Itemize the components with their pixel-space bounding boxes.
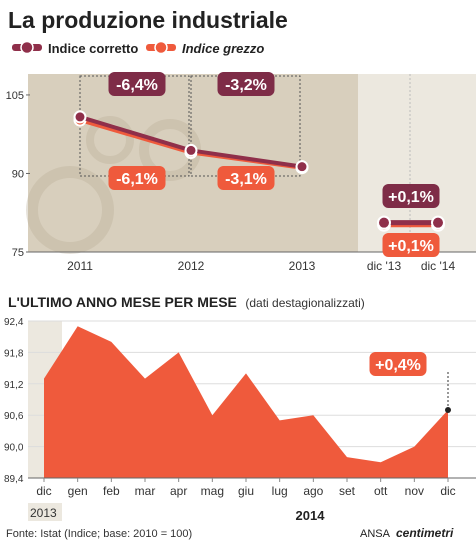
bottom-annotation: +0,4% [369,352,451,413]
top-x-tick-label: 2012 [178,259,205,273]
legend-marker-grezzo [154,40,168,55]
side-point-corretto [431,215,445,230]
badge-corretto-dic14-label: +0,1% [388,189,434,206]
legend-marker-corretto [20,40,34,55]
top-x-tick-label: 2013 [289,259,316,273]
credit-logo: ANSA centimetri [360,526,454,540]
legend: Indice corretto Indice grezzo [12,40,264,56]
series-point-corretto [184,143,198,157]
bottom-y-tick-label: 91,8 [4,348,24,359]
bottom-x-tick-label: ago [303,484,323,498]
annotation-dotted-box [190,75,301,177]
bottom-x-tick-label: giu [238,484,254,498]
bottom-y-tick-label: 90,0 [4,443,24,454]
top-x-tick-label: 2011 [67,259,93,273]
bottom-x-tick-label: mag [201,484,224,498]
badge-grezzo-dic14-box [382,233,440,257]
badge-grezzo-2012-box [108,166,166,190]
legend-item-grezzo: Indice grezzo [146,40,264,56]
bottom-chart-title-group: L'ULTIMO ANNO MESE PER MESE (dati destag… [8,294,365,311]
badge-grezzo-2013-box [217,166,275,190]
side-point-corretto [377,215,391,230]
bottom-x-tick-label: gen [68,484,88,498]
bottom-y-axis: 92,4 91,8 91,2 90,6 90,0 89,4 [4,317,476,485]
top-y-tick-label: 90 [12,168,24,180]
badge-grezzo-2013-label: -3,1% [225,171,267,188]
bottom-y-tick-label: 89,4 [4,474,24,485]
legend-label-corretto: Indice corretto [48,41,138,56]
badge-corretto-dic14-box [382,184,440,208]
badge-corretto-2012-label: -6,4% [116,77,158,94]
credit-ansa: ANSA [360,528,391,540]
page-title: La produzione industriale [8,7,288,33]
side-x-tick-label: dic '13 [367,259,402,273]
source-note: Fonte: Istat (Indice; base: 2010 = 100) [6,528,192,540]
annotation-point [445,406,451,413]
bottom-x-tick-label: ott [374,484,388,498]
bottom-x-tick-label: feb [103,484,120,498]
badge-corretto-2013-label: -3,2% [225,77,267,94]
year-2013-band [28,503,62,521]
top-badges: -6,4% -3,2% -6,1% -3,1% +0,1% +0,1% [108,72,440,257]
legend-item-corretto: Indice corretto [12,40,138,56]
bottom-x-tick-label: nov [405,484,424,498]
year-label-2013: 2013 [30,506,57,520]
side-x-tick-label: dic '14 [421,259,456,273]
bottom-area-fill [44,326,448,478]
year-label-2014: 2014 [296,508,326,523]
bottom-chart-title: L'ULTIMO ANNO MESE PER MESE [8,294,237,310]
bottom-area [44,326,448,478]
badge-bottom-dic-box [369,352,427,376]
top-y-tick-label: 75 [12,247,24,259]
badge-corretto-2012-box [108,72,166,96]
badge-corretto-2013-box [217,72,275,96]
bottom-y-tick-label: 91,2 [4,380,24,391]
bottom-chart-subtitle: (dati destagionalizzati) [245,296,364,310]
bottom-x-tick-label: dic [440,484,455,498]
bottom-x-axis: dic gen feb mar apr mag giu lug ago set ott nov dic [36,478,456,498]
badge-bottom-dic-label: +0,4% [375,357,421,374]
top-lines [73,110,445,232]
series-point-corretto [295,160,309,174]
top-y-tick-label: 105 [6,90,24,102]
legend-label-grezzo: Indice grezzo [182,41,264,56]
series-point-corretto [73,110,87,124]
bottom-x-tick-label: mar [135,484,156,498]
bottom-y-tick-label: 90,6 [4,411,24,422]
badge-grezzo-dic14-label: +0,1% [388,238,434,255]
bottom-x-tick-label: dic [36,484,51,498]
bottom-x-tick-label: apr [170,484,187,498]
bottom-x-tick-label: lug [272,484,288,498]
bottom-y-tick-label: 92,4 [4,317,24,328]
credit-centimetri: centimetri [396,526,454,540]
top-x-axis: 2011 2012 2013 dic '13 dic '14 [67,259,455,273]
badge-grezzo-2012-label: -6,1% [116,171,158,188]
bottom-x-tick-label: set [339,484,356,498]
